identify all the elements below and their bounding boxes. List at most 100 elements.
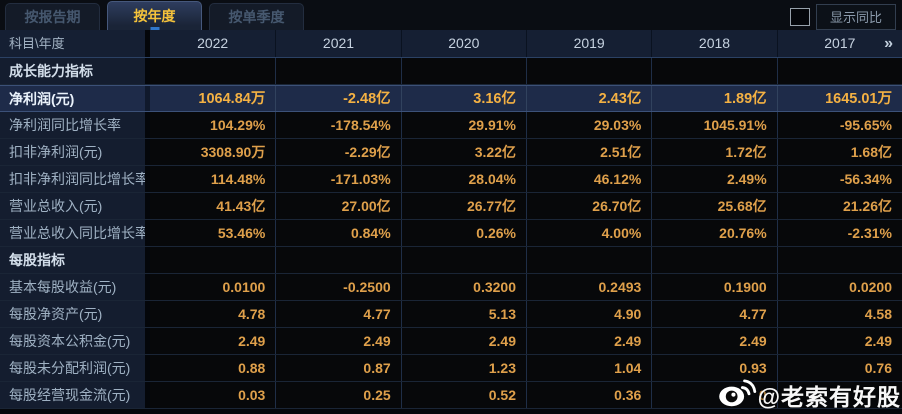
value-cell: 2.49 bbox=[150, 328, 276, 354]
value-cell: -2.48亿 bbox=[275, 86, 401, 111]
value-cell: 4.58 bbox=[776, 301, 902, 327]
value-cell: 2.43亿 bbox=[526, 86, 652, 111]
value-cell: 4.00% bbox=[526, 220, 652, 246]
value-cell: 3.16亿 bbox=[400, 86, 526, 111]
value-cell bbox=[776, 382, 902, 408]
value-cell: 41.43亿 bbox=[150, 193, 276, 219]
table-row[interactable]: 基本每股收益(元) 0.0100 -0.2500 0.3200 0.2493 0.1900… bbox=[0, 274, 902, 301]
value-cell bbox=[651, 58, 777, 84]
row-label: 扣非净利润(元) bbox=[0, 139, 150, 165]
table-row[interactable]: 净利润(元) 1064.84万 -2.48亿 3.16亿 2.43亿 1.89亿 1645.… bbox=[0, 85, 902, 112]
value-cell bbox=[526, 247, 652, 273]
section-row: 每股指标 bbox=[0, 247, 902, 274]
table-row[interactable]: 扣非净利润(元) 3308.90万 -2.29亿 3.22亿 2.51亿 1.72亿 1.6… bbox=[0, 139, 902, 166]
value-cell: 21.26亿 bbox=[776, 193, 902, 219]
value-cell: 2.49 bbox=[651, 328, 777, 354]
row-label: 净利润(元) bbox=[0, 86, 150, 111]
value-cell: 0.25 bbox=[275, 382, 401, 408]
value-cell: 0.2493 bbox=[526, 274, 652, 300]
value-cell: 4.77 bbox=[651, 301, 777, 327]
value-cell: 29.03% bbox=[526, 112, 652, 138]
year-label: 2022 bbox=[197, 35, 229, 51]
year-label: 2017 bbox=[824, 35, 856, 51]
value-cell: 46.12% bbox=[526, 166, 652, 192]
value-cell: 0 bbox=[651, 382, 777, 408]
row-label: 每股经营现金流(元) bbox=[0, 382, 150, 408]
value-cell: 0.36 bbox=[526, 382, 652, 408]
row-label: 营业总收入(元) bbox=[0, 193, 150, 219]
value-cell bbox=[651, 247, 777, 273]
year-label: 2021 bbox=[322, 35, 355, 51]
value-cell: 104.29% bbox=[150, 112, 276, 138]
value-cell: -0.2500 bbox=[275, 274, 401, 300]
tab-by-year[interactable]: 按年度 bbox=[107, 1, 202, 30]
year-label: 2018 bbox=[698, 35, 731, 51]
table-row[interactable]: 每股净资产(元) 4.78 4.77 5.13 4.90 4.77 4.58 bbox=[0, 301, 902, 328]
table-row[interactable]: 每股未分配利润(元) 0.88 0.87 1.23 1.04 0.93 0.76 bbox=[0, 355, 902, 382]
value-cell: 0.93 bbox=[651, 355, 777, 381]
value-cell bbox=[776, 58, 902, 84]
year-header-2017: 2017 » bbox=[776, 30, 902, 57]
value-cell: 28.04% bbox=[400, 166, 526, 192]
show-yoy-control: 显示同比 bbox=[789, 4, 896, 30]
year-label: 2020 bbox=[448, 35, 480, 51]
row-label: 扣非净利润同比增长率 bbox=[0, 166, 150, 192]
row-label: 每股资本公积金(元) bbox=[0, 328, 150, 354]
year-header-2020: 2020 bbox=[400, 30, 526, 57]
value-cell: 26.70亿 bbox=[526, 193, 652, 219]
value-cell: 0.87 bbox=[275, 355, 401, 381]
show-yoy-checkbox[interactable] bbox=[789, 8, 810, 26]
row-label: 净利润同比增长率 bbox=[0, 112, 150, 138]
value-cell: 2.49 bbox=[526, 328, 652, 354]
table-row[interactable]: 营业总收入(元) 41.43亿 27.00亿 26.77亿 26.70亿 25.68亿 21… bbox=[0, 193, 902, 220]
value-cell bbox=[400, 58, 526, 84]
year-header-2019: 2019 bbox=[526, 30, 651, 57]
value-cell: 114.48% bbox=[150, 166, 276, 192]
table-row[interactable]: 净利润同比增长率 104.29% -178.54% 29.91% 29.03% 1045.… bbox=[0, 112, 902, 139]
value-cell: 0.88 bbox=[150, 355, 276, 381]
year-header-2021: 2021 bbox=[275, 30, 400, 57]
value-cell: 0.26% bbox=[400, 220, 526, 246]
tab-by-report-period[interactable]: 按报告期 bbox=[5, 3, 100, 30]
table-row[interactable]: 每股资本公积金(元) 2.49 2.49 2.49 2.49 2.49 2.49 bbox=[0, 328, 902, 355]
value-cell: 4.90 bbox=[526, 301, 652, 327]
table-header-row: 科目\年度 2022 2021 2020 2019 2018 2017 » bbox=[0, 30, 902, 58]
value-cell: 3.22亿 bbox=[400, 139, 526, 165]
value-cell bbox=[150, 58, 276, 84]
value-cell: -95.65% bbox=[776, 112, 902, 138]
value-cell: 29.91% bbox=[400, 112, 526, 138]
value-cell: 27.00亿 bbox=[275, 193, 401, 219]
value-cell: 2.51亿 bbox=[526, 139, 652, 165]
table-row[interactable]: 营业总收入同比增长率 53.46% 0.84% 0.26% 4.00% 20.76% -2.… bbox=[0, 220, 902, 247]
row-label: 每股未分配利润(元) bbox=[0, 355, 150, 381]
value-cell bbox=[275, 247, 401, 273]
value-cell: 20.76% bbox=[651, 220, 777, 246]
financial-table: 科目\年度 2022 2021 2020 2019 2018 2017 » 成长能力指标 净利润… bbox=[0, 30, 902, 414]
value-cell: 1645.01万 bbox=[776, 86, 902, 111]
value-cell bbox=[526, 58, 652, 84]
value-cell: 0.1900 bbox=[651, 274, 777, 300]
value-cell: -2.31% bbox=[776, 220, 902, 246]
value-cell: 0.52 bbox=[400, 382, 526, 408]
value-cell: 1.23 bbox=[400, 355, 526, 381]
value-cell: 2.49 bbox=[776, 328, 902, 354]
row-label: 营业总收入同比增长率 bbox=[0, 220, 150, 246]
value-cell: 0.76 bbox=[776, 355, 902, 381]
value-cell: 26.77亿 bbox=[400, 193, 526, 219]
value-cell: -56.34% bbox=[776, 166, 902, 192]
table-row[interactable]: 每股经营现金流(元) 0.03 0.25 0.52 0.36 0 bbox=[0, 382, 902, 409]
table-row[interactable]: 扣非净利润同比增长率 114.48% -171.03% 28.04% 46.12% 2.4… bbox=[0, 166, 902, 193]
value-cell: 4.78 bbox=[150, 301, 276, 327]
value-cell: 1045.91% bbox=[651, 112, 777, 138]
year-header-2018: 2018 bbox=[651, 30, 776, 57]
value-cell: 3308.90万 bbox=[150, 139, 276, 165]
tab-by-quarter[interactable]: 按单季度 bbox=[209, 3, 304, 30]
corner-label: 科目\年度 bbox=[0, 30, 150, 57]
row-label: 基本每股收益(元) bbox=[0, 274, 150, 300]
value-cell: 2.49 bbox=[275, 328, 401, 354]
value-cell: 1064.84万 bbox=[150, 86, 276, 111]
value-cell: -171.03% bbox=[275, 166, 401, 192]
more-years-icon[interactable]: » bbox=[884, 35, 893, 52]
show-yoy-label[interactable]: 显示同比 bbox=[815, 4, 896, 30]
